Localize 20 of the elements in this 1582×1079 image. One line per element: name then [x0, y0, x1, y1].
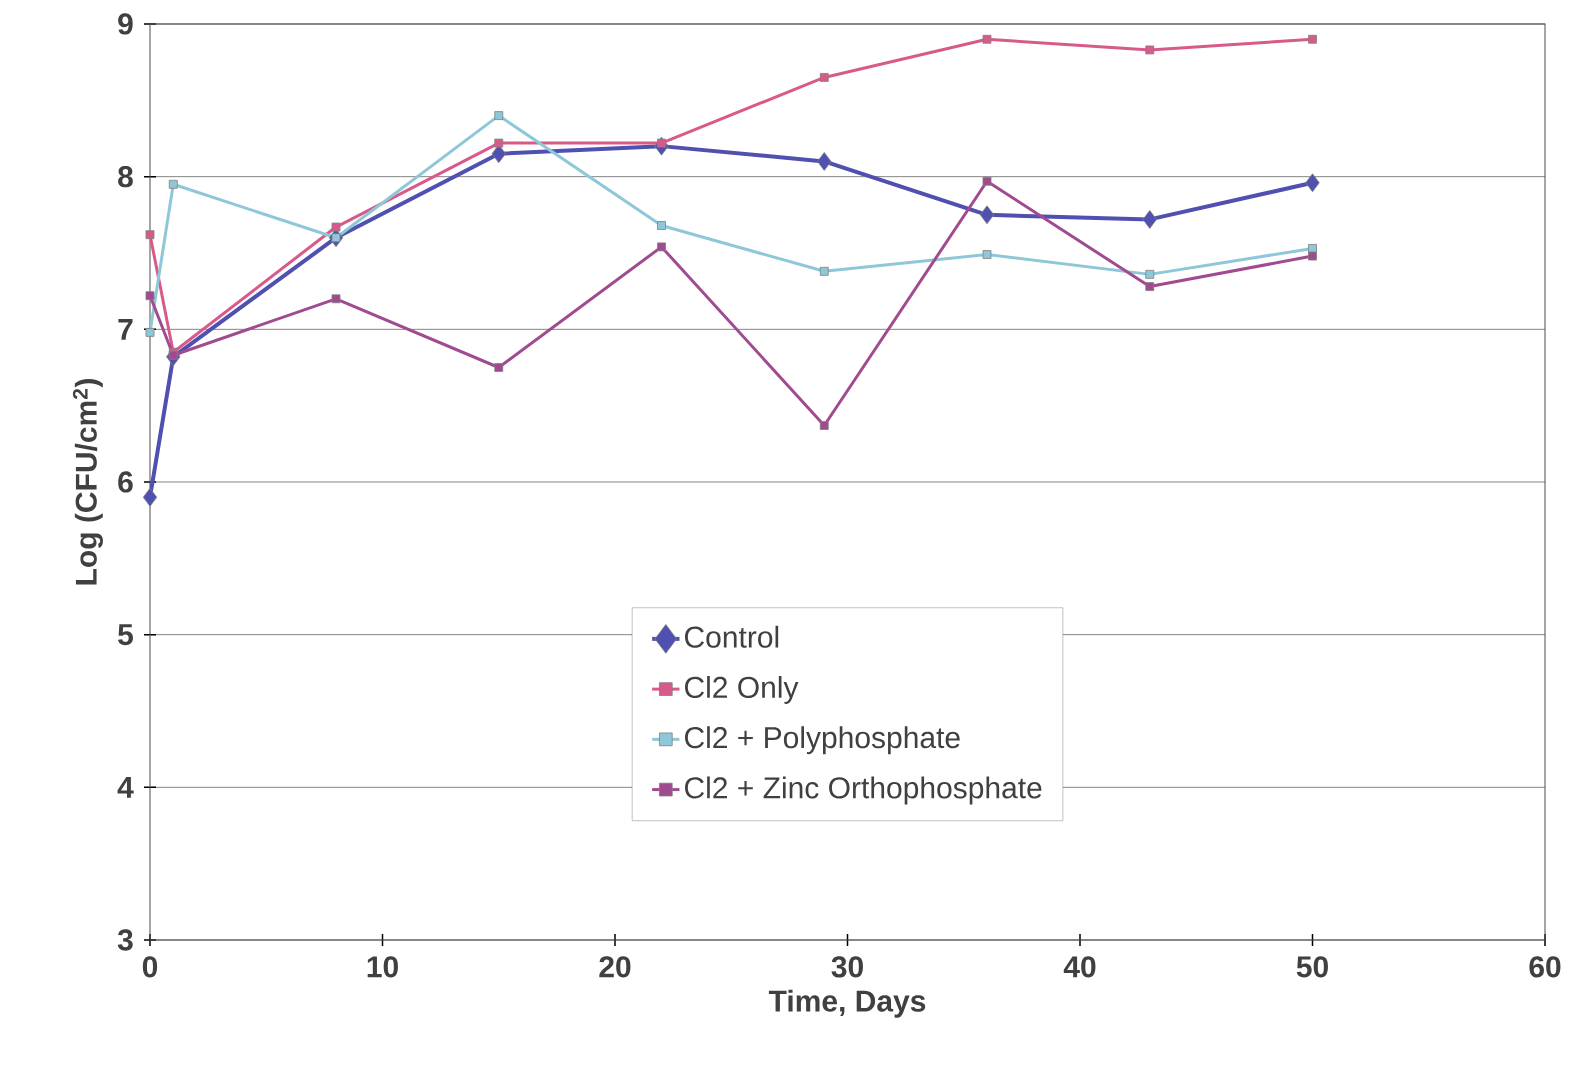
y-tick-label: 3 [117, 929, 133, 951]
y-tick-label: 4 [117, 777, 134, 798]
x-tick-label: 20 [599, 956, 631, 978]
x-axis-title: Time, Days [768, 989, 926, 1018]
x-tick-label: 30 [831, 956, 863, 978]
x-tick-label: 10 [367, 956, 398, 978]
y-tick-label: 7 [118, 319, 133, 340]
x-tick-label: 50 [1296, 956, 1328, 978]
y-tick-label: 6 [118, 471, 133, 493]
legend-label: Cl2 + Polyphosphate [685, 726, 960, 755]
y-tick-label: 9 [118, 13, 133, 35]
legend-label: Cl2 Only [685, 676, 799, 704]
x-tick-label: 60 [1529, 956, 1561, 978]
y-axis-title: Log (CFU/cm$^{2}$) [72, 379, 103, 585]
x-tick-label: 0 [142, 956, 158, 978]
x-tick-label: 40 [1063, 956, 1096, 978]
legend-label: Control [685, 625, 779, 648]
y-tick-label: 5 [118, 624, 133, 646]
y-tick-label: 8 [118, 166, 133, 188]
legend-label: Cl2 + Zinc Orthophosphate [685, 776, 1042, 805]
